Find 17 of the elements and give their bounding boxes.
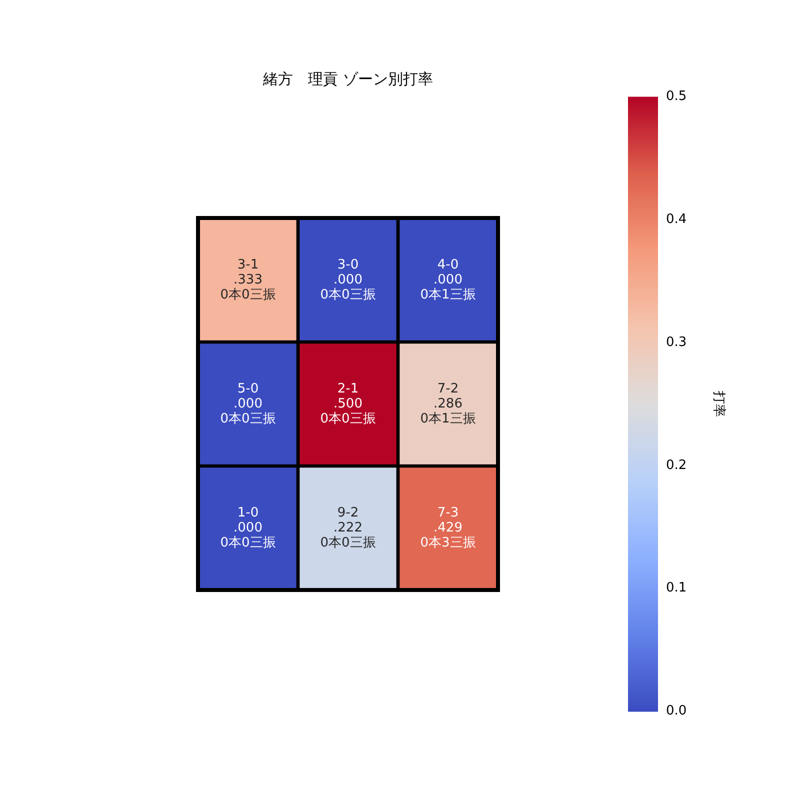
color-bar-label: 0.1 — [666, 580, 687, 596]
data-label: 7-2 .286 0本1三振 — [420, 381, 476, 426]
color-bar-label: 0.4 — [666, 212, 687, 228]
data-label: 9-2 .222 0本0三振 — [320, 505, 376, 550]
data-label: 5-0 .000 0本0三振 — [220, 381, 276, 426]
chart-title: 緒方 理貢 ゾーン別打率 — [262, 70, 434, 89]
data-label: 1-0 .000 0本0三振 — [220, 505, 276, 550]
data-label: 4-0 .000 0本1三振 — [420, 257, 476, 302]
data-label: 7-3 .429 0本3三振 — [420, 505, 476, 550]
color-bar-label: 0.2 — [666, 458, 687, 473]
data-label: 3-0 .000 0本0三振 — [320, 257, 376, 302]
color-bar-label: 0.5 — [666, 89, 687, 104]
color-bar-label: 0.3 — [666, 334, 687, 350]
color-bar-label: 0.0 — [666, 704, 687, 719]
color-bar-title: 打率 — [710, 390, 727, 417]
data-label: 2-1 .500 0本0三振 — [320, 381, 376, 426]
data-label: 3-1 .333 0本0三振 — [220, 257, 276, 302]
